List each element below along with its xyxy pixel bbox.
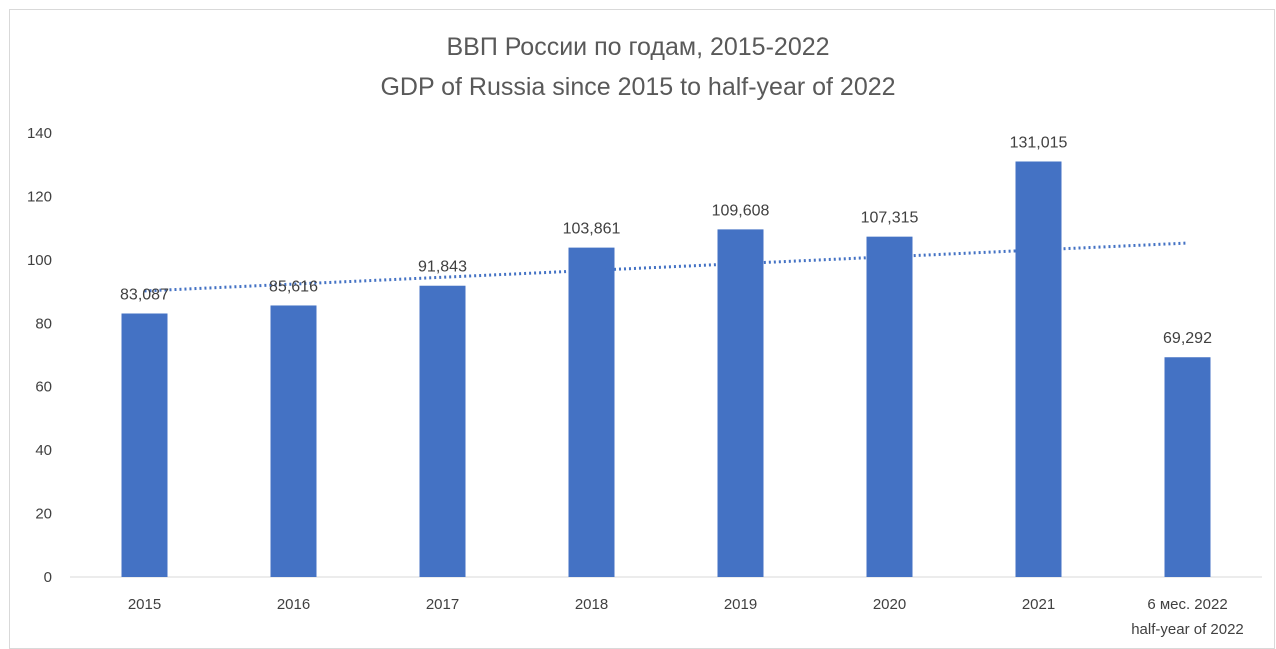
y-tick-label: 20 bbox=[35, 506, 52, 523]
y-tick-label: 40 bbox=[35, 442, 52, 459]
x-tick-label: 2015 bbox=[128, 596, 161, 613]
x-tick-label: 2021 bbox=[1022, 596, 1055, 613]
data-label: 109,608 bbox=[712, 202, 770, 219]
y-tick-label: 120 bbox=[27, 188, 52, 205]
bar bbox=[121, 313, 168, 577]
y-tick-label: 60 bbox=[35, 379, 52, 396]
data-label: 69,292 bbox=[1163, 330, 1212, 347]
bar bbox=[1015, 161, 1062, 577]
data-label: 131,015 bbox=[1010, 134, 1068, 151]
data-label: 103,861 bbox=[563, 221, 621, 238]
x-tick-label: 2016 bbox=[277, 596, 310, 613]
chart-subtitle: GDP of Russia since 2015 to half-year of… bbox=[380, 73, 896, 101]
bar bbox=[1164, 357, 1211, 577]
bar bbox=[717, 229, 764, 578]
bar bbox=[866, 236, 913, 577]
x-tick-label: 2018 bbox=[575, 596, 608, 613]
data-label: 107,315 bbox=[861, 210, 919, 227]
bar bbox=[270, 305, 317, 577]
x-tick-label: 2020 bbox=[873, 596, 906, 613]
x-tick-label: 2017 bbox=[426, 596, 459, 613]
chart-frame bbox=[9, 9, 1275, 649]
y-tick-label: 80 bbox=[35, 315, 52, 332]
data-label: 91,843 bbox=[418, 259, 467, 276]
data-label: 83,087 bbox=[120, 286, 169, 303]
x-tick-label: half-year of 2022 bbox=[1131, 621, 1244, 638]
bar bbox=[419, 285, 466, 577]
x-tick-label: 6 мес. 2022 bbox=[1147, 596, 1227, 613]
bar bbox=[568, 247, 615, 578]
data-label: 85,616 bbox=[269, 278, 318, 295]
y-tick-label: 100 bbox=[27, 252, 52, 269]
x-tick-label: 2019 bbox=[724, 596, 757, 613]
y-tick-label: 0 bbox=[44, 569, 52, 586]
chart-title: ВВП России по годам, 2015-2022 bbox=[446, 33, 830, 61]
trendline bbox=[144, 241, 1188, 293]
y-tick-label: 140 bbox=[27, 125, 52, 142]
